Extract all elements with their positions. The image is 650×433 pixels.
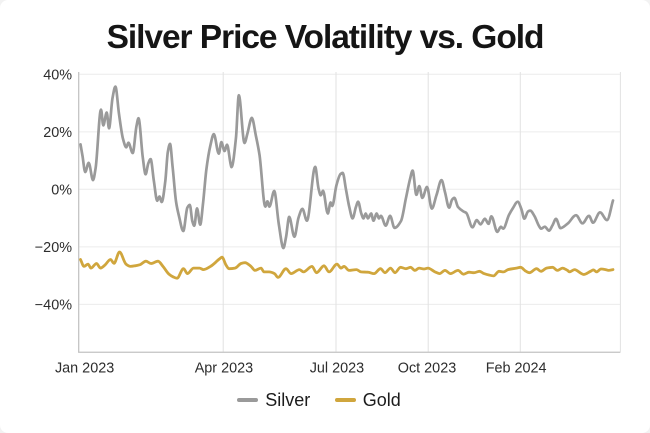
svg-text:Jul 2023: Jul 2023 [310, 361, 364, 377]
svg-text:Oct 2023: Oct 2023 [398, 361, 456, 377]
svg-text:−20%: −20% [35, 240, 72, 256]
svg-text:40%: 40% [43, 67, 72, 83]
svg-text:−40%: −40% [35, 298, 72, 314]
svg-text:Apr 2023: Apr 2023 [195, 361, 253, 377]
svg-text:0%: 0% [51, 183, 72, 199]
svg-text:20%: 20% [43, 125, 72, 141]
svg-text:Jan 2023: Jan 2023 [55, 361, 114, 377]
svg-text:Feb 2024: Feb 2024 [486, 361, 547, 377]
